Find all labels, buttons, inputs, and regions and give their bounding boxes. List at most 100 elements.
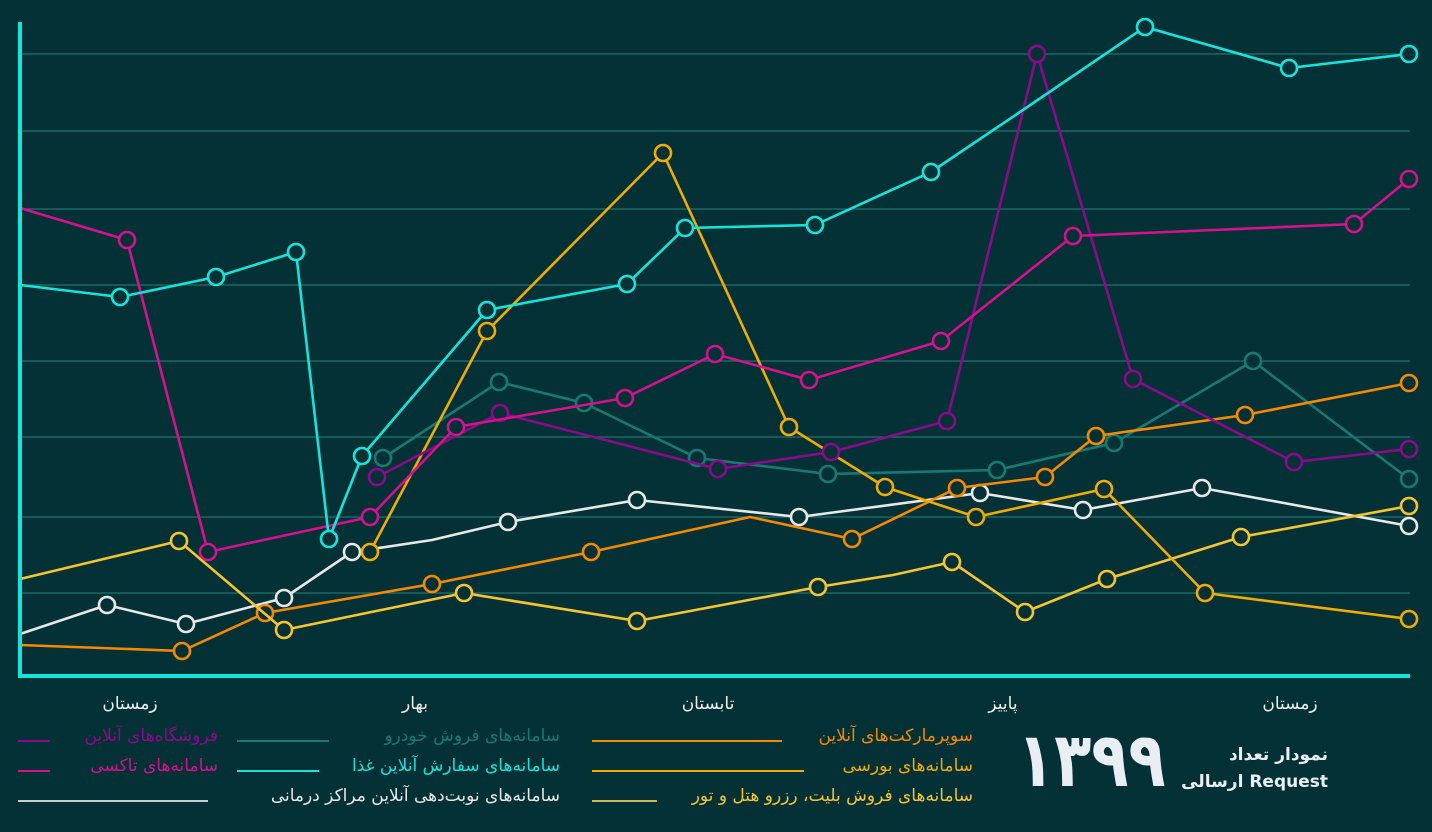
data-point [842, 529, 862, 549]
series-4 [360, 143, 1419, 629]
data-point [1399, 609, 1419, 629]
legend-label-car-sales: سامانه‌های فروش خودرو [384, 726, 560, 746]
data-point [169, 531, 189, 551]
legend-line-online-stores [18, 740, 50, 742]
data-point [581, 542, 601, 562]
data-point [921, 162, 941, 182]
series-line [368, 151, 1410, 621]
data-point [477, 321, 497, 341]
series-7 [19, 17, 1419, 549]
data-point [987, 460, 1007, 480]
data-point [1231, 527, 1251, 547]
data-point [117, 230, 137, 250]
data-point [805, 215, 825, 235]
data-point [172, 641, 192, 661]
data-point [97, 595, 117, 615]
data-point [1135, 17, 1155, 37]
data-point [286, 242, 306, 262]
data-point [1399, 169, 1419, 189]
data-point [1086, 426, 1106, 446]
chart-title-line2: Request ارسالی [1181, 772, 1328, 792]
data-point [1192, 478, 1212, 498]
series-layer [19, 17, 1419, 661]
data-point [373, 448, 393, 468]
data-point [947, 478, 967, 498]
data-point [627, 611, 647, 631]
data-point [808, 577, 828, 597]
data-point [779, 417, 799, 437]
legend-label-food: سامانه‌های سفارش آنلاین غذا [351, 756, 560, 776]
data-point [705, 344, 725, 364]
legend-line-stock [592, 770, 804, 772]
data-point [1399, 516, 1419, 536]
series-1 [19, 478, 1419, 636]
data-point [1094, 479, 1114, 499]
data-point [1073, 500, 1093, 520]
data-point [490, 403, 510, 423]
data-point [617, 274, 637, 294]
data-point [789, 507, 809, 527]
gridlines [22, 53, 1410, 594]
data-point [1399, 44, 1419, 64]
data-point [653, 143, 673, 163]
data-point [875, 477, 895, 497]
data-point [1097, 569, 1117, 589]
data-point [1063, 226, 1083, 246]
data-point [1284, 452, 1304, 472]
series-line [382, 359, 1410, 481]
series-5 [367, 44, 1419, 487]
data-point [1235, 405, 1255, 425]
data-point [1195, 583, 1215, 603]
data-point [818, 464, 838, 484]
data-point [1104, 433, 1124, 453]
data-point [675, 218, 695, 238]
data-point [799, 370, 819, 390]
data-point [477, 300, 497, 320]
series-6 [19, 169, 1419, 562]
series-line [19, 381, 1410, 653]
data-point [367, 467, 387, 487]
data-point [342, 542, 362, 562]
data-point [966, 507, 986, 527]
series-3 [19, 496, 1419, 640]
data-point [1399, 496, 1419, 516]
chart-title-line1: نمودار تعداد [1228, 745, 1328, 765]
series-line [19, 177, 1410, 554]
data-point [489, 372, 509, 392]
legend-line-car-sales [237, 740, 329, 742]
data-point [1399, 439, 1419, 459]
data-point [446, 417, 466, 437]
series-0 [373, 351, 1419, 489]
legend-label-stock: سامانه‌های بورسی [842, 756, 973, 776]
data-point [1399, 373, 1419, 393]
data-point [360, 507, 380, 527]
legend-line-taxi [18, 770, 50, 772]
data-point [176, 614, 196, 634]
legend-line-food [237, 770, 319, 772]
data-point [352, 446, 372, 466]
data-point [821, 442, 841, 462]
data-point [1279, 58, 1299, 78]
data-point [708, 459, 728, 479]
legend-line-medical [18, 800, 208, 802]
legend-line-supermarkets [592, 740, 782, 742]
data-point [1027, 44, 1047, 64]
x-tick-label: زمستان [1262, 694, 1318, 714]
x-tick-label: پاییز [988, 694, 1018, 714]
data-point [274, 588, 294, 608]
data-point [942, 552, 962, 572]
data-point [422, 574, 442, 594]
data-point [937, 411, 957, 431]
data-point [198, 542, 218, 562]
legend-label-taxi: سامانه‌های تاکسی [90, 756, 218, 776]
x-tick-label: زمستان [102, 694, 158, 714]
data-point [274, 620, 294, 640]
data-point [206, 267, 226, 287]
legend-line-tickets [592, 800, 657, 802]
data-point [1243, 351, 1263, 371]
data-point [319, 529, 339, 549]
data-point [1344, 214, 1364, 234]
data-point [1123, 369, 1143, 389]
x-tick-label: بهار [402, 694, 428, 714]
data-point [627, 490, 647, 510]
